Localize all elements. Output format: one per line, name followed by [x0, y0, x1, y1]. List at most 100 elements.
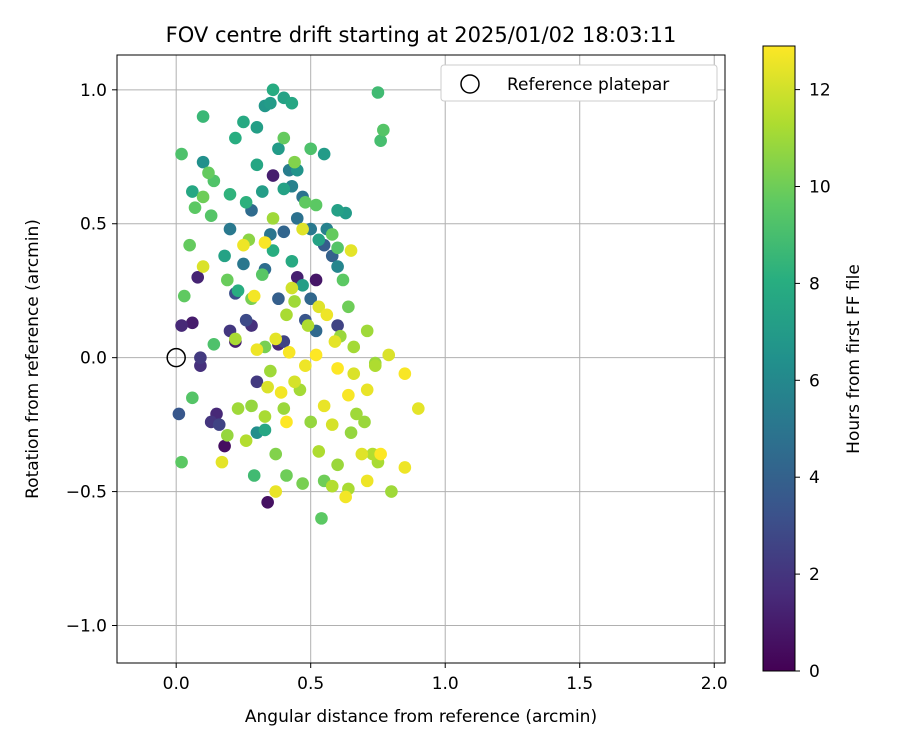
- data-point: [186, 185, 199, 198]
- data-point: [175, 147, 188, 161]
- data-point: [196, 110, 210, 123]
- legend: Reference platepar: [440, 64, 718, 102]
- x-tick-label: 2.0: [701, 674, 728, 694]
- data-point: [312, 300, 326, 314]
- data-point: [277, 182, 291, 196]
- colorbar-tick-label: 10: [809, 178, 831, 198]
- x-axis-label: Angular distance from reference (arcmin): [245, 707, 597, 727]
- data-point: [258, 423, 272, 437]
- data-point: [266, 83, 280, 97]
- legend-marker-icon: [460, 74, 480, 94]
- data-point: [172, 407, 186, 421]
- data-point: [339, 490, 352, 504]
- x-tick-label: 1.0: [432, 674, 459, 694]
- data-point: [309, 273, 323, 287]
- data-point: [331, 260, 344, 273]
- data-point: [282, 346, 296, 359]
- data-point: [288, 375, 301, 389]
- data-point: [239, 313, 253, 327]
- data-point: [255, 185, 269, 198]
- data-point: [221, 429, 234, 442]
- data-point: [285, 96, 299, 110]
- data-point: [317, 399, 331, 413]
- x-tick-label: 0.0: [163, 674, 190, 694]
- colorbar-label: Hours from first FF file: [844, 264, 864, 454]
- data-point: [285, 254, 299, 268]
- data-point: [175, 455, 188, 469]
- data-point: [331, 458, 344, 472]
- chart-title: FOV centre drift starting at 2025/01/02 …: [166, 23, 677, 47]
- data-point: [280, 415, 293, 429]
- data-point: [331, 362, 344, 375]
- data-point: [347, 340, 361, 354]
- data-point: [250, 375, 264, 389]
- data-point: [299, 196, 312, 209]
- data-point: [374, 447, 387, 461]
- data-point: [247, 289, 261, 303]
- data-point: [207, 337, 221, 351]
- data-point: [336, 273, 350, 287]
- data-point: [212, 418, 226, 431]
- y-tick-label: 1.0: [80, 81, 107, 101]
- data-point: [315, 512, 328, 525]
- colorbar-tick-label: 12: [809, 81, 831, 101]
- data-point: [325, 228, 339, 241]
- data-point: [218, 249, 231, 263]
- data-point: [299, 359, 312, 372]
- data-point: [250, 343, 264, 356]
- data-point: [374, 134, 387, 148]
- legend-box: [440, 64, 718, 102]
- data-point: [196, 190, 210, 204]
- data-point: [277, 131, 291, 145]
- data-point: [377, 123, 390, 137]
- data-point: [288, 295, 301, 308]
- data-point: [261, 380, 274, 394]
- plot-frame: [116, 54, 726, 664]
- data-point: [237, 238, 250, 252]
- data-point: [196, 155, 210, 169]
- data-point: [317, 147, 331, 161]
- data-point: [231, 284, 245, 298]
- data-point: [237, 115, 250, 129]
- x-tick-label: 0.5: [297, 674, 324, 694]
- data-point: [342, 388, 355, 402]
- data-point: [177, 289, 191, 303]
- data-point: [331, 319, 344, 332]
- data-point: [309, 348, 323, 362]
- data-point: [285, 281, 299, 295]
- data-point: [412, 402, 425, 415]
- data-point: [188, 201, 202, 214]
- data-point: [175, 319, 188, 332]
- data-point: [296, 222, 309, 236]
- data-point: [223, 187, 237, 201]
- data-point: [360, 383, 374, 397]
- data-point: [358, 415, 371, 429]
- data-point: [290, 212, 304, 225]
- data-point: [325, 418, 339, 431]
- data-point: [325, 479, 339, 493]
- data-point: [258, 236, 272, 249]
- data-point: [296, 477, 309, 490]
- y-tick-label: −1.0: [66, 617, 107, 637]
- data-point: [328, 335, 342, 348]
- data-point: [398, 367, 412, 381]
- data-point: [344, 426, 358, 439]
- data-point: [239, 434, 253, 447]
- data-point: [239, 196, 253, 209]
- data-point: [301, 319, 315, 332]
- data-point: [342, 300, 355, 314]
- colorbar-tick-label: 0: [809, 662, 820, 682]
- colorbar-tick-label: 4: [809, 468, 820, 488]
- data-point: [266, 244, 280, 257]
- data-point: [261, 495, 274, 509]
- data-point: [250, 158, 264, 172]
- data-point: [215, 455, 229, 469]
- data-point: [368, 359, 382, 372]
- reference-marker-group: [166, 347, 186, 368]
- data-point: [250, 121, 264, 134]
- data-point: [312, 233, 326, 247]
- data-point: [204, 209, 218, 223]
- data-point: [360, 324, 374, 338]
- data-point: [312, 445, 326, 458]
